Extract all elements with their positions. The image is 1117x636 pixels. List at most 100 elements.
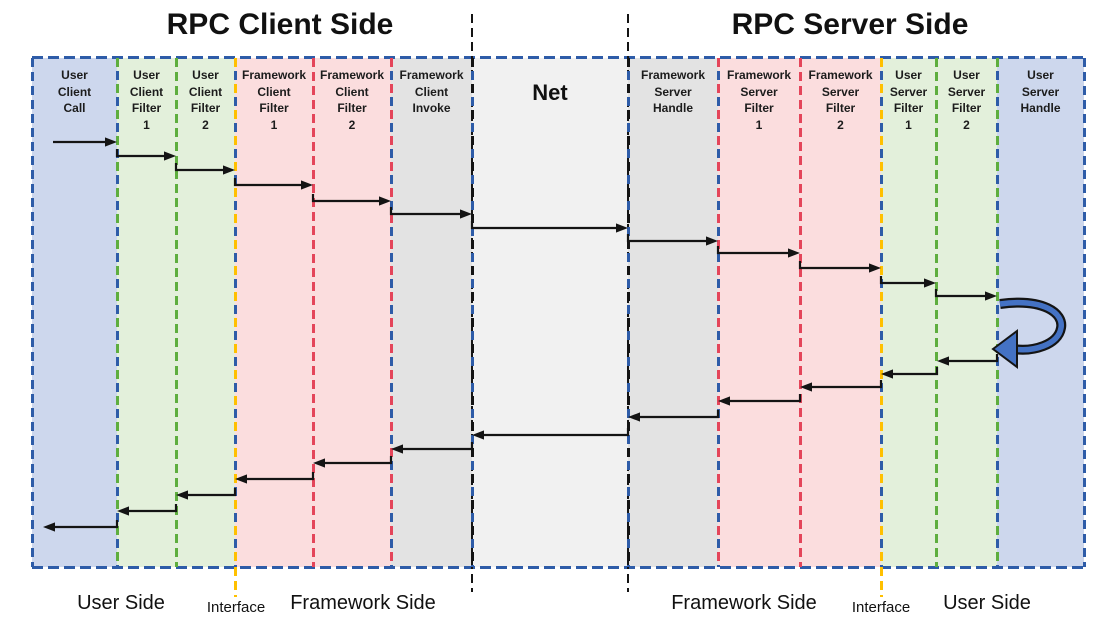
lane-label: Framework Client Filter 2 (319, 68, 385, 132)
lane-boundary-line (389, 58, 393, 567)
message-arrow-line (233, 178, 301, 187)
message-arrow-line (325, 456, 393, 465)
lane-user-client-call: User Client Call (32, 58, 117, 567)
message-arrowhead (788, 248, 800, 258)
message-arrow-line (934, 289, 985, 298)
message-arrowhead (800, 382, 812, 392)
message-arrowhead (460, 209, 472, 219)
lane-boundary-line (879, 58, 883, 567)
lane-label: User Client Call (57, 68, 92, 115)
message-arrow-line (798, 261, 869, 270)
lane-user-client-filter-1: User Client Filter 1 (117, 58, 176, 567)
message-arrowhead (43, 522, 55, 532)
footer-label-interface: Interface (851, 599, 911, 616)
frame-top-border (32, 56, 1087, 59)
message-arrowhead (718, 396, 730, 406)
message-arrowhead (616, 223, 628, 233)
message-arrowhead (105, 137, 117, 147)
loop-arrow-band (999, 300, 1064, 353)
message-arrowhead (937, 356, 949, 366)
lane-boundary-line (798, 58, 802, 567)
footer-label-user-side: User Side (77, 592, 165, 614)
lane-boundary-line (995, 58, 999, 567)
frame-bottom-border (32, 566, 1087, 569)
message-arrow-line (470, 221, 616, 230)
message-arrowhead (472, 430, 484, 440)
message-arrowhead (706, 236, 718, 246)
message-arrow-line (403, 442, 474, 451)
lane-user-server-filter-1: User Server Filter 1 (881, 58, 936, 567)
client-side-title: RPC Client Side (166, 8, 394, 41)
lane-label: User Server Filter 2 (947, 68, 986, 132)
lane-framework-server-filter-2: Framework Server Filter 2 (800, 58, 881, 567)
server-side-title: RPC Server Side (731, 8, 969, 41)
message-arrowhead (379, 196, 391, 206)
lane-boundary-line (470, 58, 474, 567)
message-arrow-line (174, 163, 223, 172)
message-arrow-line (389, 207, 460, 216)
lane-label: User Server Handle (1020, 68, 1061, 115)
message-arrowhead (924, 278, 936, 288)
lane-framework-server-handle: Framework Server Handle (628, 58, 718, 567)
message-arrow-line (812, 380, 883, 389)
message-arrow-line (484, 428, 630, 437)
lane-framework-server-filter-1: Framework Server Filter 1 (718, 58, 800, 567)
lane-label: User Client Filter 2 (188, 68, 223, 132)
message-arrow-line (247, 472, 315, 481)
lane-user-client-filter-2: User Client Filter 2 (176, 58, 235, 567)
lane-label: User Client Filter 1 (129, 68, 164, 132)
lane-framework-client-filter-2: Framework Client Filter 2 (313, 58, 391, 567)
lane-user-server-filter-2: User Server Filter 2 (936, 58, 997, 567)
lane-label: Framework Server Filter 1 (726, 68, 792, 132)
lane-boundary-line (115, 58, 119, 567)
lane-label: User Server Filter 1 (889, 68, 928, 132)
lane-boundary-line (174, 58, 178, 567)
message-arrowhead (164, 151, 176, 161)
lane-boundary-line (1082, 58, 1086, 567)
lane-boundary-line (311, 58, 315, 567)
message-arrow-line (626, 234, 706, 243)
message-arrowhead (628, 412, 640, 422)
lane-label: Framework Server Handle (640, 68, 706, 115)
lane-user-server-handle: User Server Handle (997, 58, 1084, 567)
message-arrow-line (311, 194, 379, 203)
message-arrowhead (313, 458, 325, 468)
loop-arrowhead (991, 329, 1018, 369)
footer-label-framework-side: Framework Side (290, 592, 436, 614)
lane-net: Net (472, 58, 628, 567)
footer-label-user-side: User Side (943, 592, 1031, 614)
message-arrowhead (223, 165, 235, 175)
interface-line-extension (879, 567, 883, 597)
message-arrow-line (115, 149, 164, 158)
footer-label-interface: Interface (206, 599, 266, 616)
message-arrow-line (730, 394, 802, 403)
message-arrow-line (716, 246, 788, 255)
lane-label: Framework Server Filter 2 (808, 68, 873, 132)
message-arrowhead (235, 474, 247, 484)
message-arrow-line (879, 276, 924, 285)
lane-framework-client-filter-1: Framework Client Filter 1 (235, 58, 313, 567)
lane-boundary-line (30, 58, 34, 567)
message-arrowhead (176, 490, 188, 500)
lane-boundary-line (626, 58, 630, 567)
message-arrowhead (391, 444, 403, 454)
lane-label: Net (532, 80, 568, 105)
lane-label: Framework Client Filter 1 (241, 68, 307, 132)
lane-framework-client-invoke: Framework Client Invoke (391, 58, 472, 567)
message-arrow-line (55, 520, 119, 529)
lane-boundary-line (233, 58, 237, 567)
message-arrowhead (985, 291, 997, 301)
lane-boundary-line (716, 58, 720, 567)
interface-line-extension (233, 567, 237, 597)
message-arrow-line (893, 367, 939, 376)
message-arrow-line (949, 354, 999, 363)
message-arrowhead (117, 506, 129, 516)
footer-label-framework-side: Framework Side (671, 592, 817, 614)
message-arrowhead (881, 369, 893, 379)
message-arrow-line (640, 410, 720, 419)
message-arrow-line (129, 504, 178, 513)
message-arrowhead (869, 263, 881, 273)
lane-label: Framework Client Invoke (399, 68, 464, 115)
